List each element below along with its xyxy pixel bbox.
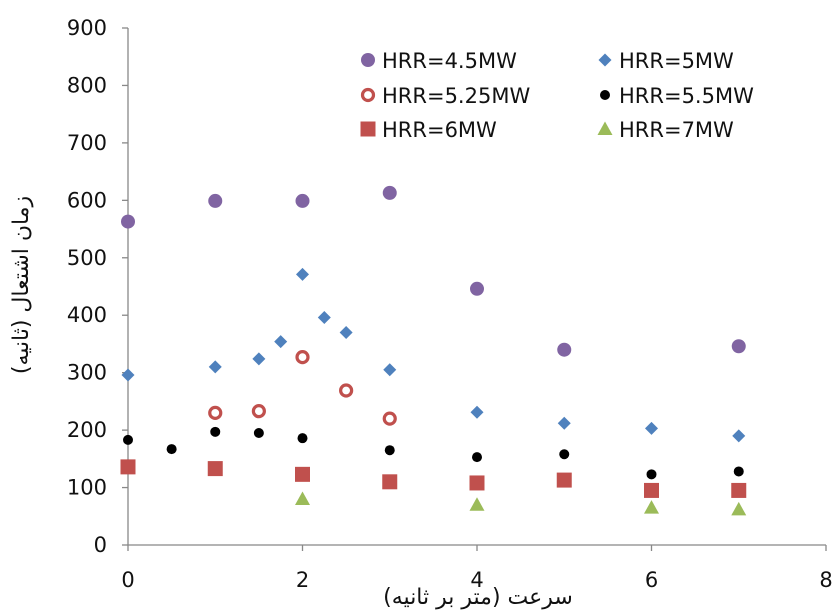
- data-point-hrr-5mw: [557, 416, 571, 430]
- data-point-hrr-5-5mw: [646, 469, 657, 480]
- data-point-hrr-5mw: [383, 363, 397, 377]
- data-point-hrr-6mw: [469, 475, 485, 491]
- legend-label: HRR=6MW: [382, 118, 497, 142]
- y-tick-label: 700: [67, 131, 107, 155]
- x-axis-title: سرعت (متر بر ثانیه): [383, 585, 573, 610]
- data-point-hrr-6mw: [295, 466, 310, 482]
- data-point-hrr-5mw: [274, 335, 288, 349]
- data-point-hrr-5-5mw: [384, 445, 395, 456]
- y-tick-label: 300: [67, 361, 107, 385]
- data-point-hrr-6mw: [731, 482, 747, 498]
- data-point-hrr-4-5mw: [121, 214, 135, 229]
- data-point-hrr-5-5mw: [253, 427, 264, 438]
- y-tick-label: 200: [67, 418, 107, 442]
- x-tick-label: 6: [645, 568, 658, 592]
- legend-marker: [361, 53, 375, 67]
- data-point-hrr-4-5mw: [295, 193, 310, 208]
- y-tick-label: 0: [94, 533, 107, 557]
- legend-marker: [598, 53, 612, 67]
- data-point-hrr-6mw: [120, 459, 136, 475]
- data-point-hrr-5mw: [732, 429, 746, 443]
- data-point-hrr-5-25mw: [251, 404, 266, 419]
- data-point-hrr-5-25mw: [382, 411, 397, 426]
- data-point-hrr-5-25mw: [208, 405, 223, 420]
- legend-marker: [360, 121, 376, 137]
- data-point-hrr-7mw: [295, 491, 310, 506]
- data-point-hrr-5-5mw: [297, 433, 308, 444]
- data-point-hrr-4-5mw: [382, 185, 397, 200]
- data-point-hrr-7mw: [644, 500, 659, 514]
- legend-marker: [597, 121, 613, 135]
- x-tick-label: 8: [819, 568, 832, 592]
- data-point-hrr-5mw: [252, 352, 266, 366]
- y-tick-label: 600: [67, 188, 107, 212]
- data-point-hrr-5mw: [317, 311, 331, 325]
- data-point-hrr-5-5mw: [472, 452, 482, 463]
- legend-label: HRR=5.25MW: [382, 84, 530, 108]
- legend-marker: [360, 87, 376, 103]
- data-point-hrr-5-5mw: [733, 466, 744, 477]
- x-tick-label: 0: [121, 568, 134, 592]
- data-point-hrr-4-5mw: [557, 342, 572, 357]
- data-point-hrr-6mw: [644, 482, 659, 498]
- y-tick-label: 100: [67, 476, 107, 500]
- y-axis-title: زمان اشتعال (ثانیه): [9, 196, 34, 374]
- y-tick-label: 800: [67, 73, 107, 97]
- legend-label: HRR=7MW: [619, 118, 734, 142]
- data-point-hrr-4-5mw: [208, 193, 223, 208]
- legend-label: HRR=4.5MW: [382, 49, 517, 73]
- data-point-hrr-5-5mw: [210, 426, 221, 437]
- data-point-hrr-5mw: [470, 405, 484, 419]
- data-point-hrr-5-25mw: [295, 350, 310, 365]
- y-tick-label: 900: [67, 16, 107, 40]
- data-point-hrr-6mw: [556, 472, 572, 488]
- data-point-hrr-7mw: [469, 497, 485, 511]
- legend-label: HRR=5MW: [619, 49, 734, 73]
- legend-label: HRR=5.5MW: [619, 84, 754, 108]
- data-point-hrr-5mw: [208, 360, 222, 374]
- data-point-hrr-5-25mw: [339, 383, 354, 398]
- x-tick-label: 2: [296, 568, 309, 592]
- x-tick-label: 4: [470, 568, 483, 592]
- y-tick-label: 500: [67, 246, 107, 270]
- data-point-hrr-5-5mw: [166, 444, 177, 455]
- legend-marker: [600, 90, 610, 100]
- data-point-hrr-7mw: [731, 501, 747, 516]
- y-tick-label: 400: [67, 303, 107, 327]
- data-point-hrr-5-5mw: [559, 449, 570, 460]
- data-point-hrr-4-5mw: [731, 339, 746, 354]
- data-point-hrr-5mw: [296, 267, 309, 281]
- data-point-hrr-5-5mw: [123, 434, 133, 445]
- data-point-hrr-6mw: [382, 474, 398, 490]
- data-point-hrr-4-5mw: [470, 281, 484, 296]
- data-point-hrr-5mw: [645, 421, 658, 435]
- data-point-hrr-5mw: [339, 325, 353, 339]
- data-point-hrr-5mw: [121, 368, 135, 382]
- data-point-hrr-6mw: [207, 461, 223, 477]
